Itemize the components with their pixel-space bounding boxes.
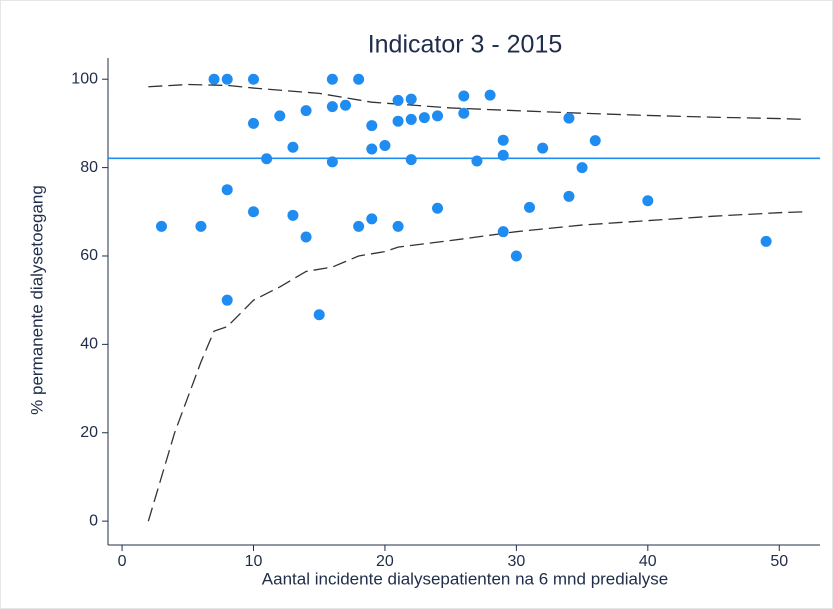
point <box>392 115 404 127</box>
point <box>432 110 444 122</box>
point <box>589 135 601 147</box>
y-tick-label: 40 <box>80 336 98 353</box>
point <box>405 93 417 105</box>
point <box>326 101 338 113</box>
point <box>366 213 378 225</box>
point <box>353 220 365 232</box>
point <box>760 235 772 247</box>
point <box>576 162 588 174</box>
point <box>326 73 338 85</box>
point <box>221 294 233 306</box>
y-tick-label: 20 <box>80 424 98 441</box>
control-limit <box>147 211 806 522</box>
point <box>248 206 260 218</box>
point <box>497 149 509 161</box>
point <box>497 226 509 238</box>
x-tick-label: 30 <box>507 553 525 570</box>
point <box>248 73 260 85</box>
point <box>563 190 575 202</box>
point <box>524 201 536 213</box>
point <box>392 220 404 232</box>
y-tick-label: 60 <box>80 247 98 264</box>
y-tick-label: 100 <box>71 70 98 87</box>
point <box>208 73 220 85</box>
point <box>221 184 233 196</box>
point <box>497 134 509 146</box>
y-tick-label: 0 <box>89 512 98 529</box>
x-tick-label: 20 <box>376 553 394 570</box>
point <box>432 202 444 214</box>
point <box>642 195 654 207</box>
control-limit <box>148 83 806 121</box>
point <box>195 220 207 232</box>
x-tick-label: 0 <box>118 553 127 570</box>
point <box>353 73 365 85</box>
point <box>392 94 404 106</box>
point <box>405 113 417 125</box>
point <box>366 143 378 155</box>
point <box>510 250 522 262</box>
point <box>287 209 299 221</box>
point <box>379 140 391 152</box>
point <box>248 117 260 129</box>
y-tick-label: 80 <box>80 159 98 176</box>
point <box>563 112 575 124</box>
point <box>471 155 483 167</box>
x-tick-label: 40 <box>639 553 657 570</box>
point <box>313 309 325 321</box>
x-axis-label: Aantal incidente dialysepatienten na 6 m… <box>262 569 668 588</box>
point <box>261 153 273 165</box>
point <box>418 112 430 124</box>
point <box>458 90 470 102</box>
point <box>326 156 338 168</box>
point <box>221 73 233 85</box>
point <box>274 110 286 122</box>
point <box>458 107 470 119</box>
point <box>300 105 312 117</box>
y-axis-label: % permanente dialysetoegang <box>27 185 46 415</box>
point <box>537 142 549 154</box>
point <box>340 99 352 111</box>
chart-title: Indicator 3 - 2015 <box>368 31 563 59</box>
x-tick-label: 50 <box>770 553 788 570</box>
point <box>484 89 496 101</box>
point <box>155 220 167 232</box>
point <box>300 231 312 243</box>
point <box>287 141 299 153</box>
point <box>405 154 417 166</box>
x-tick-label: 10 <box>245 553 263 570</box>
point <box>366 120 378 132</box>
